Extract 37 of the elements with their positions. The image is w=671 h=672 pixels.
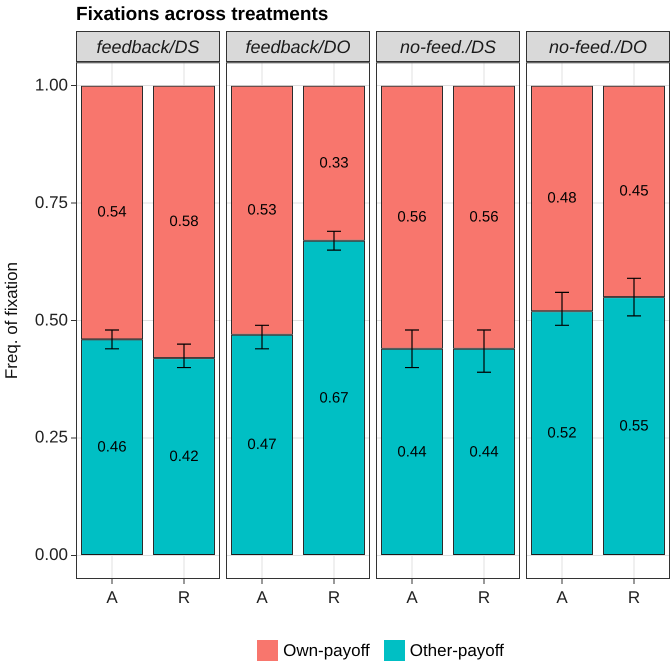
- x-tick-label: R: [628, 588, 640, 607]
- x-tick-label: R: [478, 588, 490, 607]
- data-label: 0.45: [619, 182, 649, 200]
- data-label: 0.53: [247, 201, 277, 218]
- data-label: 0.56: [469, 208, 499, 226]
- data-label: 0.52: [547, 424, 577, 442]
- legend-label: Other-payoff: [410, 640, 504, 660]
- y-tick-label: 0.50: [34, 310, 68, 330]
- chart-title: no-feed./DO: [526, 31, 670, 62]
- chart-title: no-feed./DS: [376, 31, 520, 62]
- chart-subtitle: feedback/DS: [76, 31, 220, 62]
- y-tick-label: 1.00: [34, 75, 68, 94]
- y-axis-title: Freq. of fixation: [2, 262, 21, 379]
- data-label: 0.42: [169, 448, 199, 465]
- data-label: 0.47: [247, 436, 277, 454]
- data-label: 0.56: [397, 208, 427, 226]
- data-label: 0.44: [469, 443, 499, 460]
- x-tick-label: A: [106, 588, 118, 607]
- x-tick-label: A: [406, 588, 418, 607]
- y-tick-label: 0.25: [34, 428, 68, 447]
- data-label: 0.55: [619, 417, 649, 434]
- x-tick-label: A: [256, 588, 268, 607]
- y-tick-label: 0.00: [34, 544, 68, 564]
- x-tick-label: R: [328, 588, 340, 607]
- x-tick-label: A: [556, 588, 568, 607]
- data-label: 0.46: [97, 438, 127, 456]
- chart-title: Fixations across treatments: [76, 4, 328, 26]
- data-label: 0.44: [397, 443, 427, 460]
- data-label: 0.54: [97, 203, 127, 220]
- data-label: 0.33: [319, 154, 349, 172]
- data-label: 0.48: [547, 189, 577, 206]
- legend-label: Own-payoff: [283, 640, 370, 660]
- x-tick-label: R: [178, 588, 190, 607]
- y-tick-label: 0.75: [34, 192, 68, 212]
- data-label: 0.67: [319, 389, 349, 406]
- data-label: 0.58: [169, 212, 199, 230]
- chart-title: feedback/DO: [226, 31, 370, 62]
